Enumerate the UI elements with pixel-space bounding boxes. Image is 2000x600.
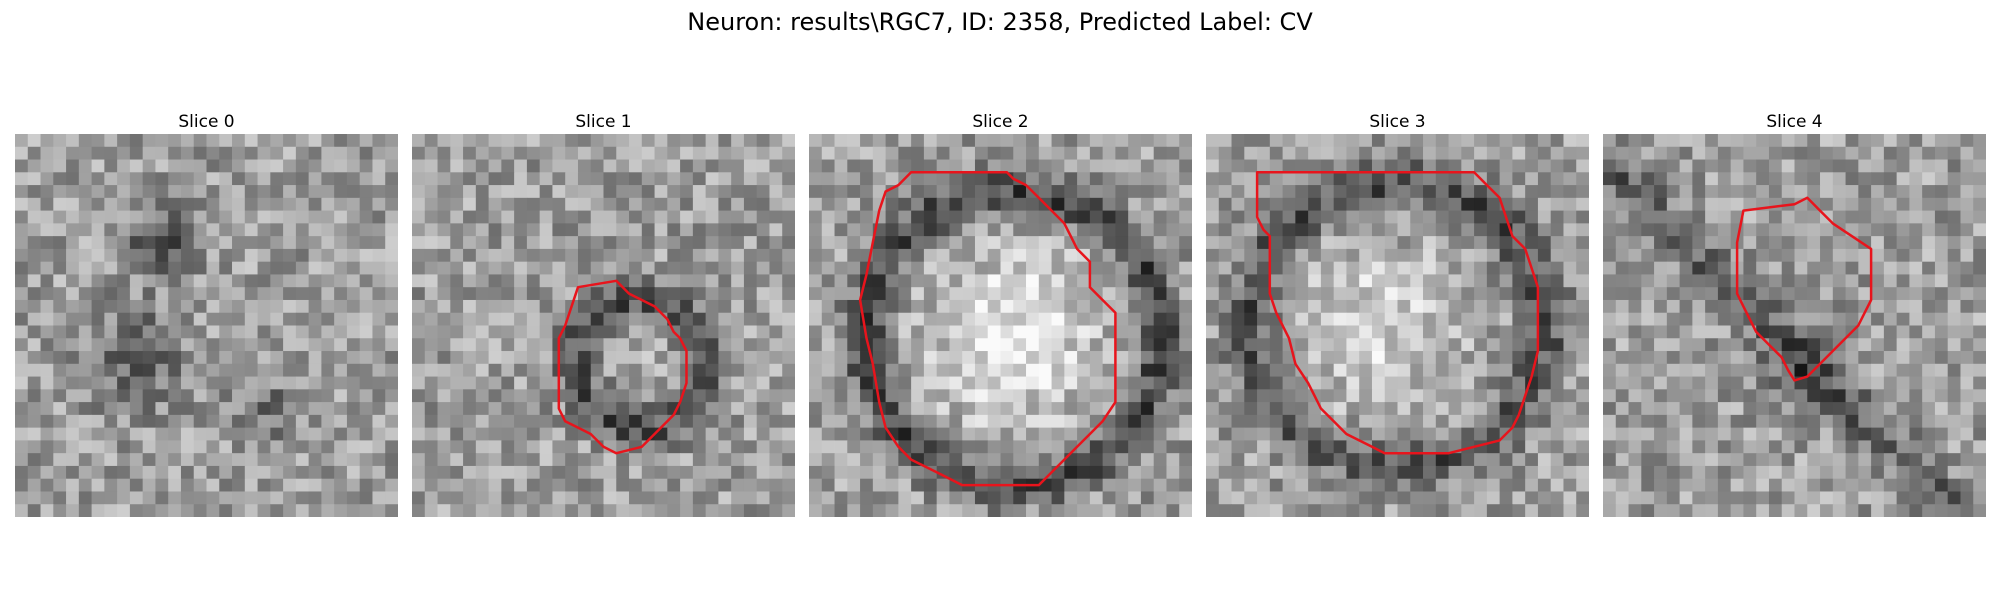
segmentation-contour	[557, 279, 688, 455]
slice-title: Slice 3	[1369, 112, 1426, 132]
slice-panel-3: Slice 3	[1206, 110, 1589, 517]
slice-title: Slice 1	[575, 112, 632, 132]
segmentation-contour	[1735, 196, 1873, 382]
segmentation-contour	[1255, 171, 1540, 455]
segmentation-contour	[858, 171, 1117, 487]
slice-panel-4: Slice 4	[1603, 110, 1986, 517]
slice-image-1	[412, 134, 795, 517]
slice-panel-2: Slice 2	[809, 110, 1192, 517]
slice-title: Slice 0	[178, 112, 235, 132]
slice-panel-0: Slice 0	[15, 110, 398, 517]
slice-image-4	[1603, 134, 1986, 517]
slice-image-3	[1206, 134, 1589, 517]
slice-title: Slice 2	[972, 112, 1029, 132]
figure-title: Neuron: results\RGC7, ID: 2358, Predicte…	[687, 8, 1313, 36]
slice-image-0	[15, 134, 398, 517]
slice-title: Slice 4	[1766, 112, 1823, 132]
slice-panel-1: Slice 1	[412, 110, 795, 517]
slice-image-2	[809, 134, 1192, 517]
